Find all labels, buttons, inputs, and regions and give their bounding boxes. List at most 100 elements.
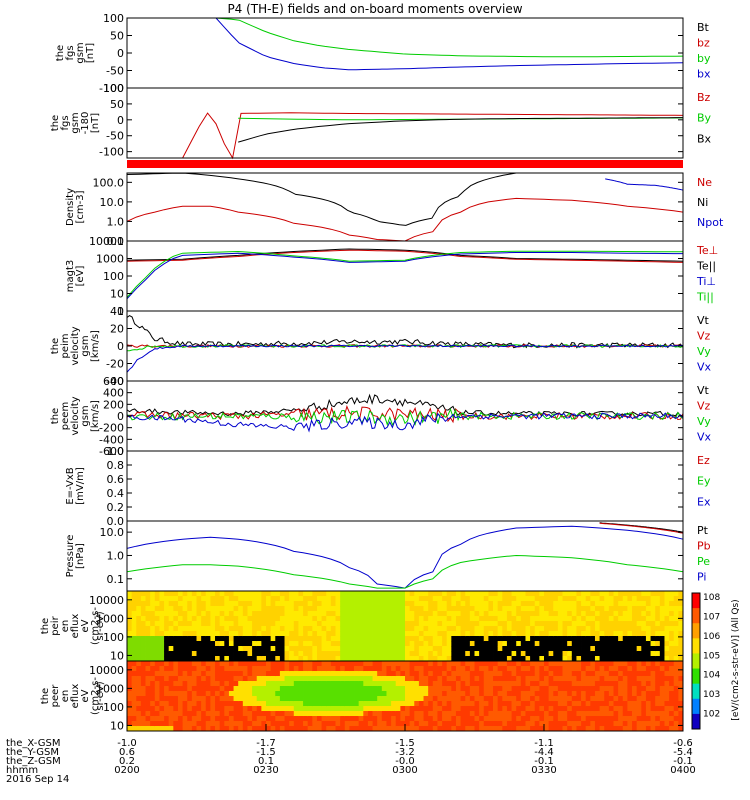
spectrogram-cell — [678, 711, 684, 717]
spectrogram-cell — [344, 701, 350, 707]
spectrogram-cell — [627, 606, 633, 612]
spectrogram-cell — [228, 726, 234, 732]
spectrogram-cell — [279, 621, 285, 627]
spectrogram-cell — [571, 646, 577, 652]
legend-item: Pb — [697, 540, 711, 553]
spectrogram-cell — [358, 701, 364, 707]
spectrogram-cell — [562, 591, 568, 597]
spectrogram-cell — [168, 596, 174, 602]
spectrogram-cell — [182, 651, 188, 657]
spectrogram-cell — [335, 711, 341, 717]
spectrogram-cell — [599, 721, 605, 727]
spectrogram-cell — [377, 721, 383, 727]
spectrogram-cell — [270, 596, 276, 602]
spectrogram-cell — [201, 721, 207, 727]
panel-frame-pressure — [126, 520, 684, 592]
spectrogram-cell — [284, 591, 290, 597]
spectrogram-cell — [252, 656, 258, 662]
spectrogram-cell — [432, 686, 438, 692]
spectrogram-cell — [483, 696, 489, 702]
spectrogram-cell — [442, 716, 448, 722]
spectrogram-cell — [266, 681, 272, 687]
spectrogram-cell — [613, 726, 619, 732]
spectrogram-cell — [335, 636, 341, 642]
spectrogram-cell — [613, 661, 619, 667]
spectrogram-cell — [423, 691, 429, 697]
spectrogram-cell — [159, 606, 165, 612]
spectrogram-cell — [590, 721, 596, 727]
spectrogram-cell — [604, 646, 610, 652]
spectrogram-cell — [405, 616, 411, 622]
series-peem_velocity-vt — [126, 393, 684, 417]
spectrogram-cell — [511, 726, 517, 732]
spectrogram-cell — [335, 676, 341, 682]
spectrogram-cell — [534, 716, 540, 722]
spectrogram-cell — [196, 661, 202, 667]
spectrogram-cell — [321, 691, 327, 697]
spectrogram-cell — [604, 601, 610, 607]
spectrogram-cell — [205, 696, 211, 702]
spectrogram-cell — [127, 646, 133, 652]
legend-item: Te⊥ — [696, 244, 718, 257]
spectrogram-cell — [168, 656, 174, 662]
colorbar-segment — [692, 608, 700, 624]
spectrogram-cell — [219, 651, 225, 657]
spectrogram-cell — [293, 656, 299, 662]
spectrogram-cell — [395, 606, 401, 612]
spectrogram-cell — [363, 726, 369, 732]
spectrogram-cell — [358, 696, 364, 702]
spectrogram-cell — [187, 591, 193, 597]
spectrogram-cell — [293, 601, 299, 607]
spectrogram-cell — [177, 651, 183, 657]
spectrogram-cell — [150, 721, 156, 727]
spectrogram-cell — [261, 596, 267, 602]
y-tick-label: -600 — [99, 445, 124, 458]
spectrogram-cell — [349, 621, 355, 627]
spectrogram-cell — [460, 646, 466, 652]
spectrogram-cell — [386, 621, 392, 627]
spectrogram-cell — [284, 616, 290, 622]
spectrogram-cell — [483, 676, 489, 682]
spectrogram-cell — [344, 666, 350, 672]
spectrogram-cell — [502, 706, 508, 712]
spectrogram-cell — [534, 646, 540, 652]
spectrogram-cell — [497, 716, 503, 722]
spectrogram-cell — [576, 671, 582, 677]
spectrogram-cell — [127, 696, 133, 702]
spectrogram-cell — [460, 706, 466, 712]
spectrogram-cell — [177, 601, 183, 607]
spectrogram-cell — [627, 616, 633, 622]
legend-item: Ex — [697, 495, 711, 508]
colorbar-segment — [692, 698, 700, 715]
spectrogram-cell — [599, 661, 605, 667]
spectrogram-cell — [418, 591, 424, 597]
spectrogram-cell — [497, 711, 503, 717]
spectrogram-cell — [284, 686, 290, 692]
spectrogram-cell — [136, 681, 142, 687]
spectrogram-cell — [488, 621, 494, 627]
spectrogram-cell — [613, 676, 619, 682]
spectrogram-cell — [191, 666, 197, 672]
spectrogram-cell — [678, 666, 684, 672]
spectrogram-cell — [367, 601, 373, 607]
spectrogram-cell — [391, 716, 397, 722]
spectrogram-cell — [215, 656, 221, 662]
spectrogram-cell — [423, 711, 429, 717]
spectrogram-cell — [154, 691, 160, 697]
spectrogram-cell — [409, 711, 415, 717]
spectrogram-cell — [177, 661, 183, 667]
spectrogram-cell — [154, 686, 160, 692]
spectrogram-cell — [655, 681, 661, 687]
spectrogram-cell — [525, 606, 531, 612]
spectrogram-cell — [567, 671, 573, 677]
spectrogram-cell — [303, 651, 309, 657]
spectrogram-cell — [312, 601, 318, 607]
spectrogram-cell — [303, 631, 309, 637]
legend-item: bx — [697, 68, 711, 81]
spectrogram-cell — [632, 716, 638, 722]
spectrogram-cell — [409, 646, 415, 652]
spectrogram-cell — [618, 601, 624, 607]
spectrogram-cell — [205, 691, 211, 697]
spectrogram-cell — [636, 696, 642, 702]
spectrogram-cell — [488, 661, 494, 667]
